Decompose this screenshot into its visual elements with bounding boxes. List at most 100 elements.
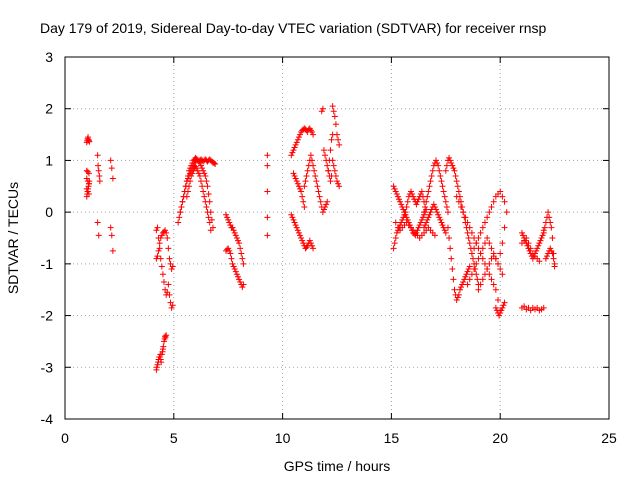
data-point: [391, 185, 398, 192]
data-point: [546, 214, 553, 221]
data-point: [436, 167, 443, 174]
data-point: [439, 222, 446, 229]
data-point: [549, 250, 556, 257]
data-point: [314, 183, 321, 190]
x-tick-label: 15: [384, 430, 400, 446]
data-point: [168, 304, 175, 311]
data-point: [239, 255, 246, 262]
data-point: [233, 235, 240, 241]
data-point: [475, 235, 482, 241]
data-point: [292, 175, 299, 182]
data-point: [226, 247, 233, 254]
data-point: [443, 162, 450, 169]
data-point: [85, 180, 92, 187]
data-point: [427, 178, 434, 185]
data-point: [418, 216, 425, 223]
data-point: [315, 188, 322, 195]
data-point: [496, 312, 503, 319]
data-point: [501, 299, 508, 306]
data-point: [444, 209, 451, 216]
data-point: [231, 229, 238, 236]
data-point: [398, 219, 405, 226]
data-point: [495, 260, 502, 267]
data-point: [96, 178, 103, 185]
data-point: [331, 113, 338, 120]
data-point: [165, 281, 172, 288]
data-point: [84, 188, 91, 195]
data-point: [428, 172, 435, 179]
data-point: [294, 227, 301, 234]
data-point: [403, 203, 410, 210]
data-point: [400, 214, 407, 221]
data-point: [499, 193, 506, 200]
data-point: [477, 250, 484, 257]
data-point: [434, 209, 441, 216]
data-point: [327, 147, 334, 154]
data-point: [205, 191, 212, 198]
data-point: [407, 188, 414, 195]
data-point: [425, 214, 432, 221]
data-point: [330, 162, 337, 169]
data-point: [292, 141, 299, 148]
data-point: [460, 278, 467, 285]
data-point: [323, 157, 330, 164]
data-point: [95, 167, 102, 174]
data-point: [293, 139, 300, 146]
data-point: [203, 203, 210, 210]
data-point: [442, 167, 449, 174]
data-point: [240, 281, 247, 288]
data-point: [430, 201, 437, 208]
data-point: [161, 278, 168, 285]
data-point: [178, 203, 185, 210]
y-tick-label: 3: [45, 49, 53, 65]
data-point: [212, 161, 219, 168]
data-point: [204, 183, 211, 190]
data-point: [206, 219, 213, 226]
data-point: [161, 338, 168, 345]
data-point: [391, 240, 398, 247]
x-tick-label: 25: [601, 430, 617, 446]
data-point: [169, 263, 176, 270]
data-point: [291, 172, 298, 179]
data-point: [292, 222, 299, 229]
data-point: [415, 196, 422, 203]
data-point: [225, 245, 232, 252]
data-point: [446, 154, 453, 161]
data-point: [301, 203, 308, 210]
data-point: [455, 291, 462, 298]
data-point: [416, 222, 423, 229]
data-point: [319, 209, 326, 216]
data-point: [488, 203, 495, 210]
data-point: [336, 141, 343, 148]
data-point: [488, 276, 495, 283]
data-point: [94, 219, 101, 226]
data-point: [304, 167, 311, 174]
data-point: [527, 245, 534, 252]
data-point: [200, 167, 207, 174]
data-point: [308, 242, 315, 249]
data-point: [438, 219, 445, 226]
data-point: [454, 294, 461, 301]
data-point: [302, 178, 309, 185]
data-point: [158, 351, 165, 358]
data-point: [166, 291, 173, 298]
data-point: [451, 286, 458, 293]
data-point: [450, 276, 457, 283]
data-point: [108, 165, 115, 172]
data-point: [320, 206, 327, 213]
data-point: [85, 191, 92, 198]
data-point: [441, 227, 448, 234]
data-point: [470, 255, 476, 262]
y-axis-label: SDTVAR / TECUs: [5, 182, 21, 294]
data-point: [449, 266, 456, 273]
data-point: [492, 255, 499, 262]
data-point: [397, 198, 404, 205]
data-point: [298, 188, 305, 195]
data-point: [323, 201, 330, 208]
data-point: [166, 255, 173, 262]
data-point: [288, 152, 295, 159]
data-point: [392, 188, 399, 195]
data-point: [317, 198, 324, 205]
data-point: [451, 167, 458, 174]
